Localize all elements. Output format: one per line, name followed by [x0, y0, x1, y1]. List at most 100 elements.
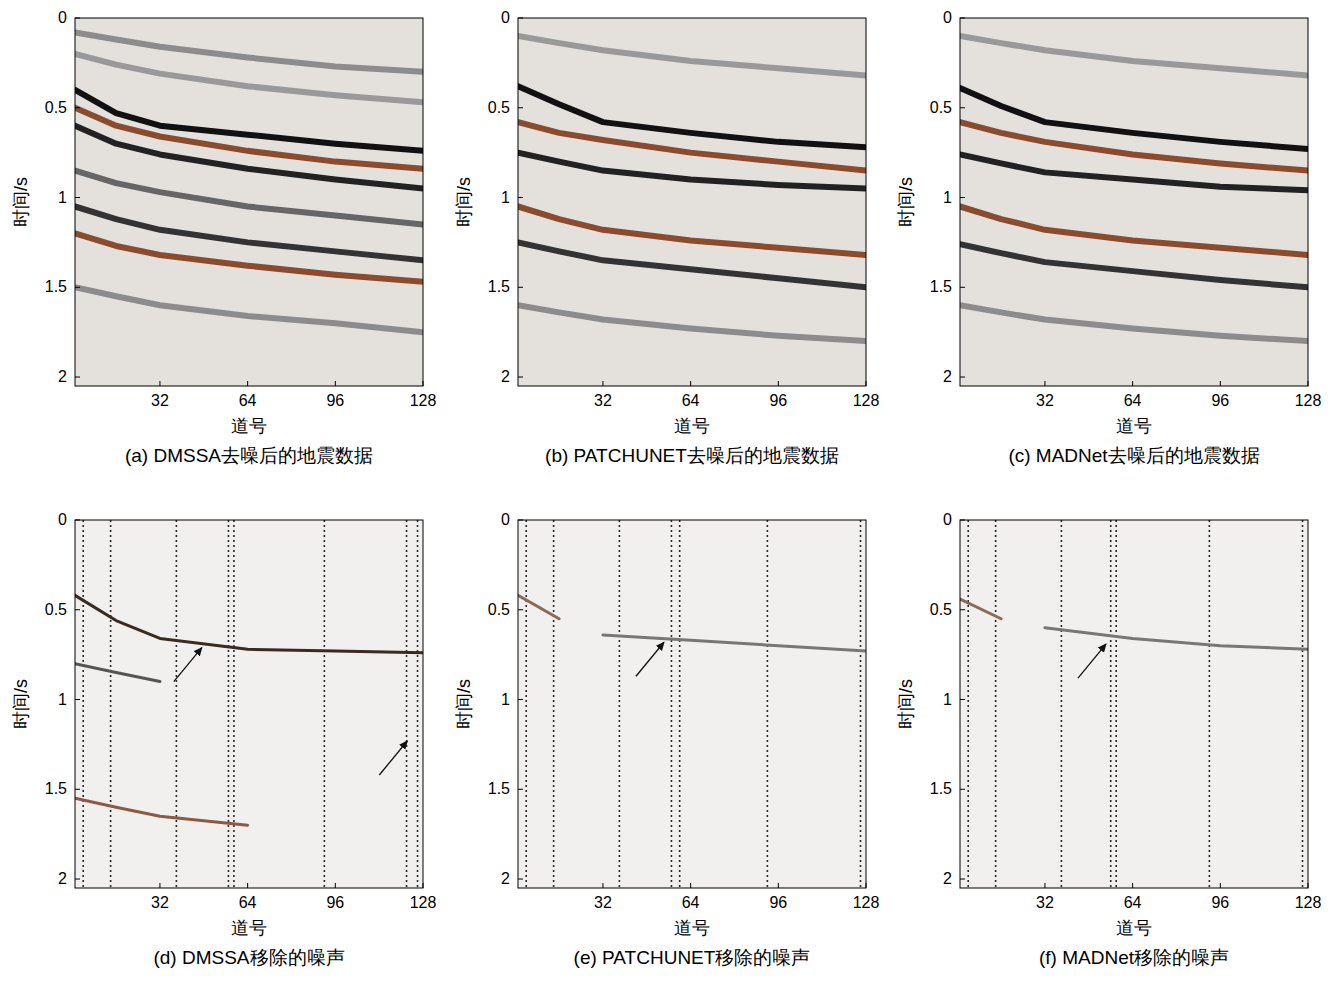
- seismic-event: [75, 54, 423, 102]
- y-tick-label: 1.5: [488, 278, 510, 295]
- seismic-event: [960, 599, 1001, 619]
- seismic-event: [960, 36, 1308, 75]
- y-tick: [75, 287, 80, 288]
- bad-trace: [1061, 520, 1063, 888]
- bad-trace: [324, 520, 326, 888]
- x-tick: [1132, 381, 1133, 386]
- y-tick: [75, 18, 80, 19]
- y-tick-label: 1: [943, 691, 952, 708]
- bad-trace: [967, 520, 969, 888]
- panel-caption: (e) PATCHUNET移除的噪声: [574, 947, 811, 968]
- x-tick-label: 128: [410, 894, 437, 911]
- arrow: [1078, 644, 1106, 678]
- frame: [75, 520, 423, 888]
- y-tick: [518, 699, 523, 700]
- y-axis-title: 时间/s: [896, 177, 916, 227]
- frame: [960, 18, 1308, 386]
- y-axis-title: 时间/s: [11, 679, 31, 729]
- y-axis-title: 时间/s: [11, 177, 31, 227]
- y-tick: [75, 377, 80, 378]
- x-tick: [335, 381, 336, 386]
- plot-area: [960, 520, 1308, 888]
- x-tick-label: 64: [1124, 894, 1142, 911]
- panel: 32649612800.511.52道号时间/s(a) DMSSA去噪后的地震数…: [11, 9, 436, 466]
- bad-trace: [995, 520, 997, 888]
- seismic-event: [518, 595, 559, 618]
- seismic-event: [960, 154, 1308, 190]
- bad-trace: [406, 520, 408, 888]
- y-tick-label: 2: [501, 368, 510, 385]
- y-tick-label: 2: [943, 870, 952, 887]
- x-tick-label: 32: [1036, 894, 1054, 911]
- bad-trace: [1302, 520, 1304, 888]
- x-tick: [866, 883, 867, 888]
- y-tick: [518, 18, 523, 19]
- panel-caption: (f) MADNet移除的噪声: [1039, 947, 1229, 968]
- x-tick: [690, 883, 691, 888]
- frame: [518, 18, 866, 386]
- bad-trace: [679, 520, 681, 888]
- y-tick: [960, 699, 965, 700]
- y-tick-label: 0.5: [930, 99, 952, 116]
- bad-trace: [671, 520, 673, 888]
- x-tick: [247, 381, 248, 386]
- seismic-event: [960, 244, 1308, 287]
- y-tick: [518, 879, 523, 880]
- x-tick: [159, 381, 160, 386]
- x-tick: [602, 381, 603, 386]
- seismic-event: [75, 108, 423, 169]
- seismic-event: [960, 206, 1308, 254]
- y-tick: [518, 520, 523, 521]
- y-tick: [960, 107, 965, 108]
- x-tick-label: 96: [769, 894, 787, 911]
- x-tick-label: 64: [1124, 392, 1142, 409]
- y-tick: [75, 520, 80, 521]
- x-tick-label: 32: [151, 392, 169, 409]
- x-tick-label: 32: [594, 392, 612, 409]
- bad-trace: [1110, 520, 1112, 888]
- y-tick-label: 1: [501, 189, 510, 206]
- x-tick: [866, 381, 867, 386]
- panel: 32649612800.511.52道号时间/s(c) MADNet去噪后的地震…: [896, 9, 1321, 466]
- x-axis-title: 道号: [1116, 918, 1152, 938]
- y-tick-label: 0: [943, 9, 952, 26]
- y-tick: [960, 879, 965, 880]
- x-tick: [778, 883, 779, 888]
- y-tick-label: 0: [943, 511, 952, 528]
- x-tick-label: 32: [594, 894, 612, 911]
- x-tick-label: 96: [1211, 894, 1229, 911]
- x-tick: [1220, 883, 1221, 888]
- seismic-event: [518, 242, 866, 287]
- x-tick-label: 96: [326, 392, 344, 409]
- bad-trace: [1115, 520, 1117, 888]
- y-tick-label: 1: [58, 691, 67, 708]
- x-axis-title: 道号: [674, 918, 710, 938]
- bad-trace: [553, 520, 555, 888]
- y-tick-label: 1: [501, 691, 510, 708]
- panel: 32649612800.511.52道号时间/s(b) PATCHUNET去噪后…: [454, 9, 879, 466]
- y-tick-label: 2: [943, 368, 952, 385]
- x-tick: [602, 883, 603, 888]
- y-tick-label: 1.5: [930, 278, 952, 295]
- y-tick-label: 2: [58, 870, 67, 887]
- seismic-event: [75, 233, 423, 281]
- y-tick-label: 0.5: [45, 99, 67, 116]
- y-tick: [75, 197, 80, 198]
- bad-trace: [619, 520, 621, 888]
- seismic-event: [518, 206, 866, 254]
- seismic-event: [75, 287, 423, 332]
- y-tick-label: 0: [58, 9, 67, 26]
- x-tick: [1308, 883, 1309, 888]
- y-tick: [960, 18, 965, 19]
- plot-background: [960, 18, 1308, 386]
- seismic-event: [75, 798, 248, 825]
- frame: [518, 520, 866, 888]
- x-tick-label: 128: [853, 894, 880, 911]
- y-tick-label: 1: [58, 189, 67, 206]
- x-tick-label: 64: [239, 894, 257, 911]
- x-axis-title: 道号: [1116, 416, 1152, 436]
- x-tick-label: 96: [769, 392, 787, 409]
- x-tick: [159, 883, 160, 888]
- bad-trace: [82, 520, 84, 888]
- y-tick-label: 0: [501, 9, 510, 26]
